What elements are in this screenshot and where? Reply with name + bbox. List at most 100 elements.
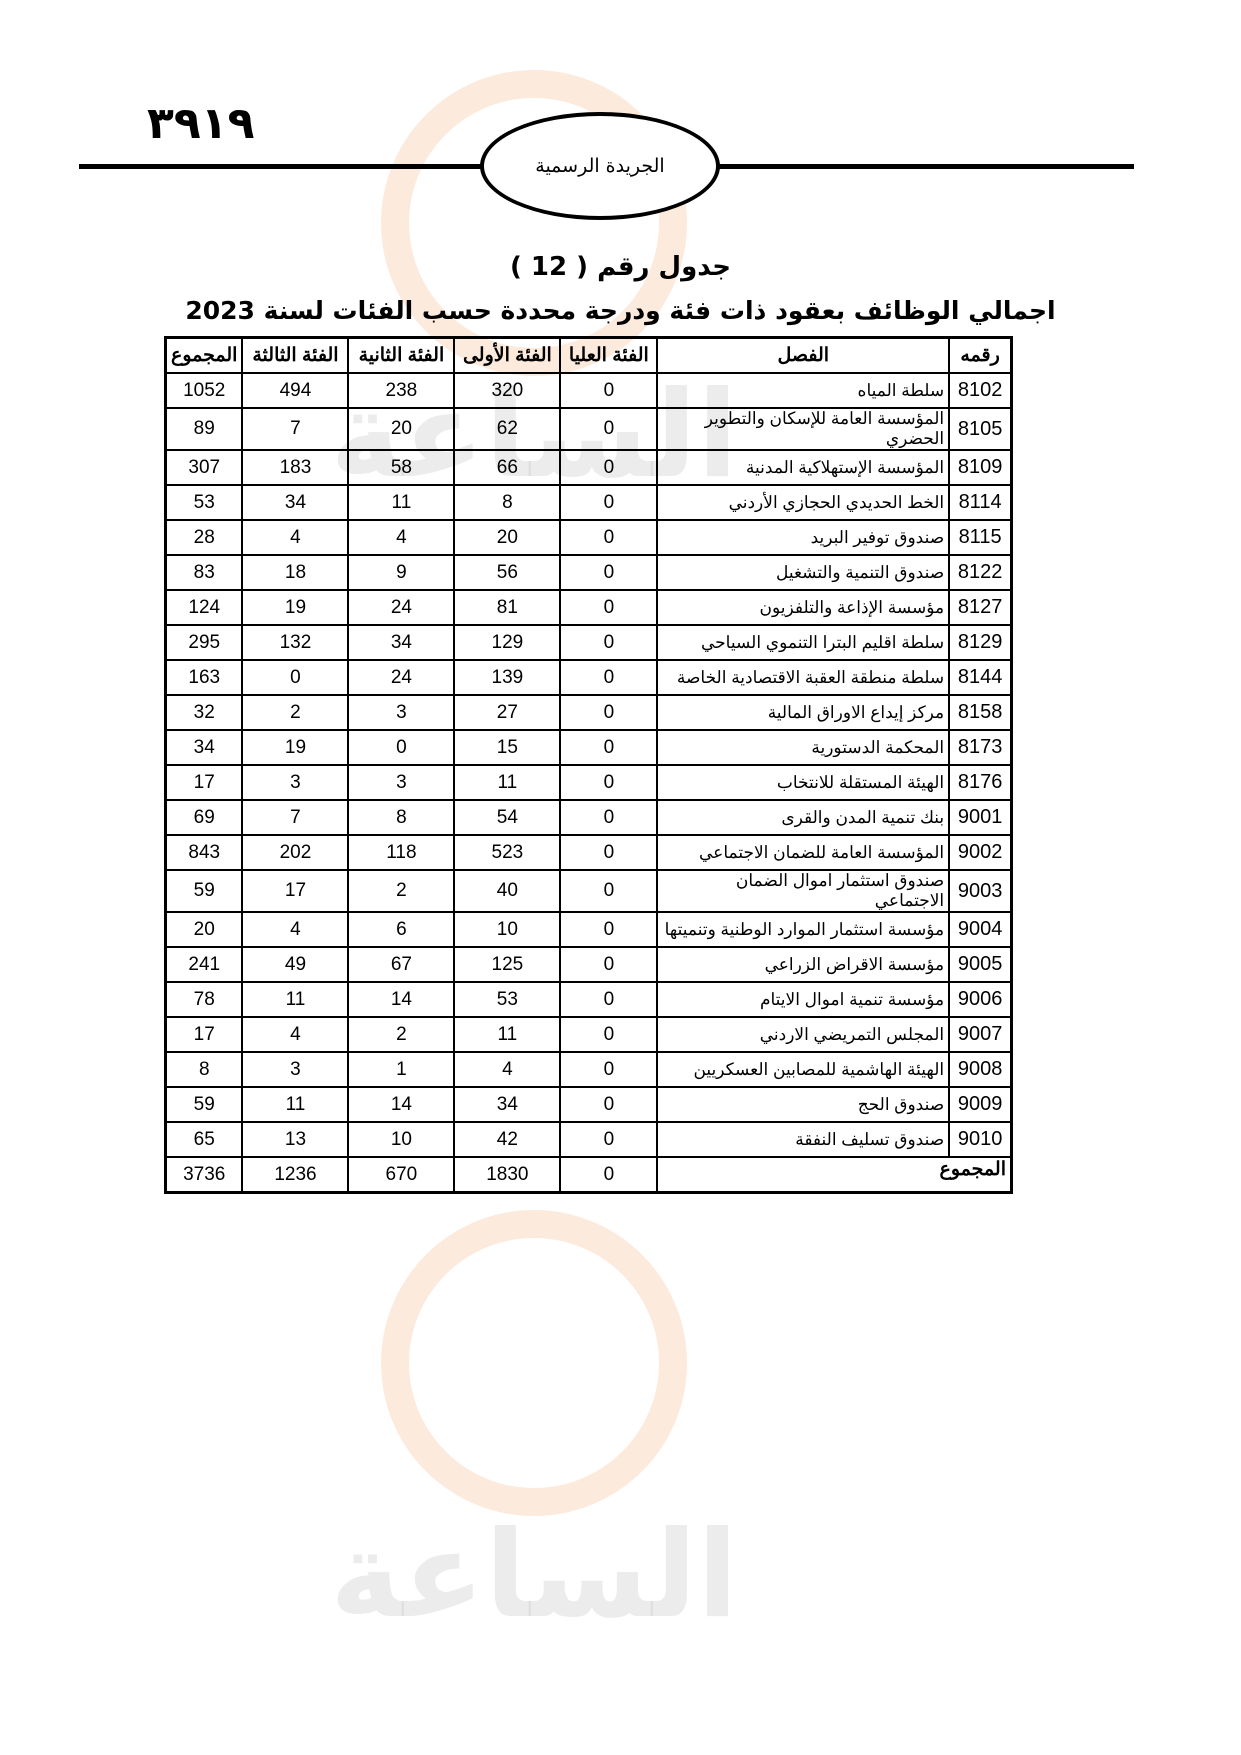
gazette-name: الجريدة الرسمية [535, 155, 665, 177]
row-top: 0 [559, 519, 659, 556]
row-second: 238 [347, 372, 456, 409]
row-code: 9004 [948, 911, 1013, 948]
row-name: مركز إيداع الاوراق المالية [656, 694, 951, 731]
row-name: المجلس التمريضي الاردني [656, 1016, 951, 1053]
row-total: 8 [164, 1051, 244, 1088]
row-total: 32 [164, 694, 244, 731]
row-first: 129 [453, 624, 562, 661]
row-second: 14 [347, 981, 456, 1018]
row-first: 320 [453, 372, 562, 409]
row-code: 9001 [948, 799, 1013, 836]
row-total: 17 [164, 1016, 244, 1053]
row-first: 66 [453, 449, 562, 486]
row-second: 34 [347, 624, 456, 661]
row-code: 8144 [948, 659, 1013, 696]
col-first: الفئة الأولى [453, 336, 562, 374]
row-total: 69 [164, 799, 244, 836]
row-third: 17 [241, 869, 350, 913]
row-second: 9 [347, 554, 456, 591]
table-row: 9003 صندوق استثمار اموال الضمان الاجتماعي… [164, 869, 1013, 913]
row-top: 0 [559, 694, 659, 731]
row-top: 0 [559, 869, 659, 913]
row-second: 8 [347, 799, 456, 836]
row-third: 49 [241, 946, 350, 983]
row-name: صندوق الحج [656, 1086, 951, 1123]
row-total: 59 [164, 869, 244, 913]
row-total: 59 [164, 1086, 244, 1123]
row-third: 2 [241, 694, 350, 731]
row-total: 295 [164, 624, 244, 661]
row-third: 4 [241, 911, 350, 948]
table-row: 9008 الهيئة الهاشمية للمصابين العسكريين 0 4… [164, 1051, 1013, 1088]
row-third: 0 [241, 659, 350, 696]
row-total: 17 [164, 764, 244, 801]
row-third: 18 [241, 554, 350, 591]
row-third: 3 [241, 764, 350, 801]
row-name: صندوق استثمار اموال الضمان الاجتماعي [656, 869, 951, 913]
row-top: 0 [559, 1121, 659, 1158]
row-first: 523 [453, 834, 562, 871]
table-row: 8158 مركز إيداع الاوراق المالية 0 27 3 2 32 [164, 694, 1013, 731]
row-second: 3 [347, 694, 456, 731]
table-row: 9005 مؤسسة الاقراض الزراعي 0 125 67 49 241 [164, 946, 1013, 983]
row-second: 118 [347, 834, 456, 871]
table-row: 8129 سلطة اقليم البترا التنموي السياحي 0 12… [164, 624, 1013, 661]
row-name: صندوق توفير البريد [656, 519, 951, 556]
row-name: مؤسسة الإذاعة والتلفزيون [656, 589, 951, 626]
row-name: المؤسسة الإستهلاكية المدنية [656, 449, 951, 486]
row-top: 0 [559, 981, 659, 1018]
row-second: 14 [347, 1086, 456, 1123]
col-third: الفئة الثالثة [241, 336, 350, 374]
row-name: سلطة اقليم البترا التنموي السياحي [656, 624, 951, 661]
row-second: 11 [347, 484, 456, 521]
row-top: 0 [559, 449, 659, 486]
row-top: 0 [559, 624, 659, 661]
row-total: 53 [164, 484, 244, 521]
row-third: 202 [241, 834, 350, 871]
row-code: 8158 [948, 694, 1013, 731]
row-first: 34 [453, 1086, 562, 1123]
row-code: 8109 [948, 449, 1013, 486]
row-top: 0 [559, 659, 659, 696]
row-code: 8102 [948, 372, 1013, 409]
row-top: 0 [559, 589, 659, 626]
row-top: 0 [559, 554, 659, 591]
totals-second: 670 [347, 1156, 456, 1194]
row-first: 11 [453, 1016, 562, 1053]
row-second: 10 [347, 1121, 456, 1158]
row-name: صندوق التنمية والتشغيل [656, 554, 951, 591]
col-total: المجموع [164, 336, 244, 374]
row-code: 9010 [948, 1121, 1013, 1158]
row-code: 8105 [948, 407, 1013, 451]
row-third: 4 [241, 519, 350, 556]
row-second: 0 [347, 729, 456, 766]
row-third: 13 [241, 1121, 350, 1158]
row-second: 2 [347, 869, 456, 913]
row-total: 241 [164, 946, 244, 983]
row-code: 9007 [948, 1016, 1013, 1053]
row-code: 8173 [948, 729, 1013, 766]
row-name: المحكمة الدستورية [656, 729, 951, 766]
row-name: سلطة منطقة العقبة الاقتصادية الخاصة [656, 659, 951, 696]
row-name: المؤسسة العامة للضمان الاجتماعي [656, 834, 951, 871]
row-second: 20 [347, 407, 456, 451]
row-total: 65 [164, 1121, 244, 1158]
table-row: 9002 المؤسسة العامة للضمان الاجتماعي 0 523 1… [164, 834, 1013, 871]
table-row: 9009 صندوق الحج 0 34 14 11 59 [164, 1086, 1013, 1123]
row-total: 89 [164, 407, 244, 451]
row-name: مؤسسة استثمار الموارد الوطنية وتنميتها [656, 911, 951, 948]
row-name: المؤسسة العامة للإسكان والتطوير الحضري [656, 407, 951, 451]
row-top: 0 [559, 799, 659, 836]
table-subtitle: اجمالي الوظائف بعقود ذات فئة ودرجة محددة… [185, 296, 1056, 325]
row-name: بنك تنمية المدن والقرى [656, 799, 951, 836]
row-top: 0 [559, 834, 659, 871]
totals-top: 0 [559, 1156, 659, 1194]
row-first: 20 [453, 519, 562, 556]
row-total: 28 [164, 519, 244, 556]
row-code: 9003 [948, 869, 1013, 913]
row-third: 19 [241, 589, 350, 626]
row-code: 8122 [948, 554, 1013, 591]
row-second: 1 [347, 1051, 456, 1088]
row-code: 9002 [948, 834, 1013, 871]
row-first: 139 [453, 659, 562, 696]
